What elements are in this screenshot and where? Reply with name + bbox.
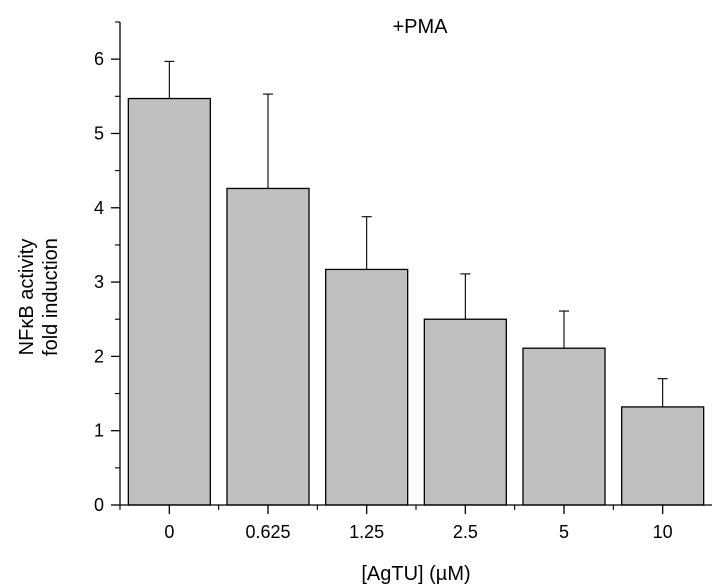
y-tick-label-0: 0 [94,495,104,515]
x-ticks: 0 0.625 1.25 2.5 5 10 [119,505,673,542]
x-tick-label-1.25: 1.25 [349,522,384,542]
y-ticks: 0 1 2 3 4 5 6 [94,21,120,515]
chart-annotation: +PMA [392,16,448,38]
y-tick-label-3: 3 [94,272,104,292]
x-tick-label-5: 5 [559,522,569,542]
bar-1.25 [325,268,409,506]
y-axis-title-line1: NFκB activity [16,239,38,356]
x-tick-label-0.625: 0.625 [245,522,290,542]
y-tick-label-5: 5 [94,123,104,143]
x-tick-label-0: 0 [164,522,174,542]
bar-2.5 [423,318,507,506]
bars-layer [127,97,705,506]
y-tick-label-6: 6 [94,49,104,69]
bar-0.625 [226,187,310,506]
error-bars-layer [164,60,668,407]
y-axis-title-line2: fold induction [40,238,62,356]
x-tick-label-10: 10 [653,522,673,542]
y-tick-label-1: 1 [94,421,104,441]
y-tick-label-4: 4 [94,198,104,218]
bar-5 [522,347,606,506]
x-axis-title: [AgTU] (µM) [361,563,470,585]
bar-10 [621,406,705,506]
bar-0 [127,97,211,506]
y-tick-label-2: 2 [94,346,104,366]
x-tick-label-2.5: 2.5 [453,522,478,542]
